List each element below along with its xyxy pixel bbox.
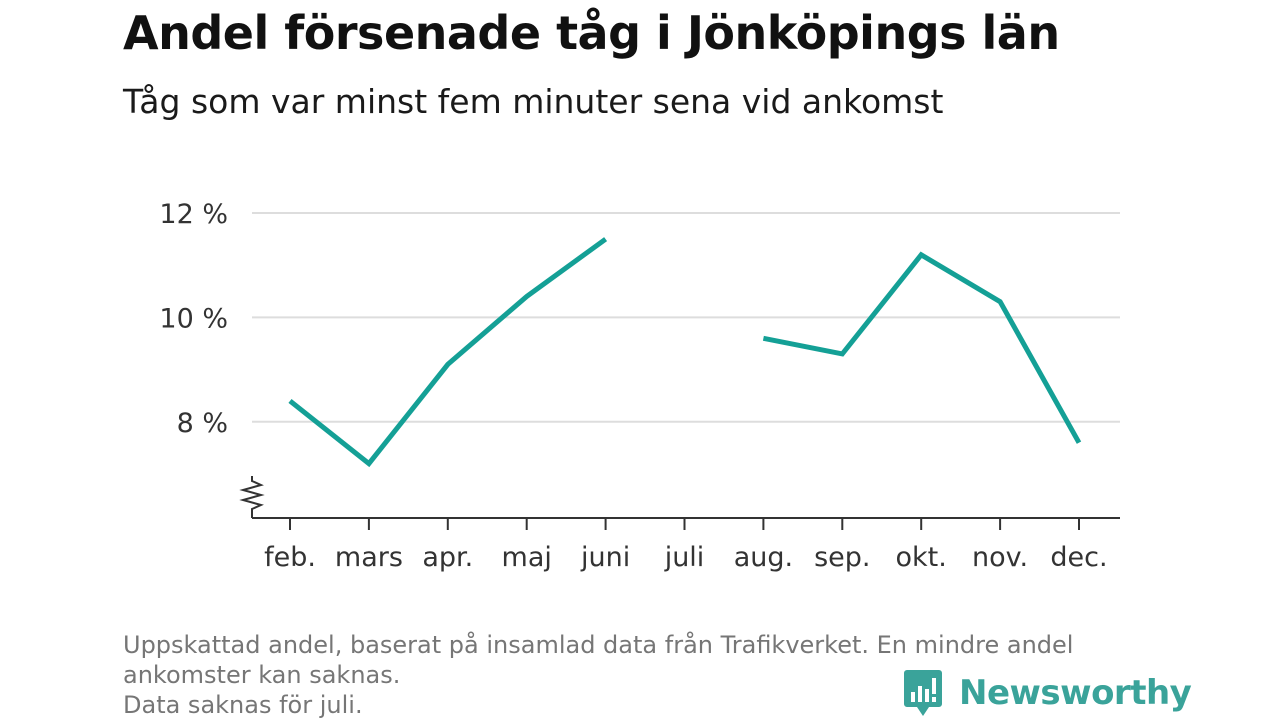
chart-title: Andel försenade tåg i Jönköpings län — [123, 6, 1060, 60]
x-axis-tick-labels: feb. mars apr. maj juni juli aug. sep. okt. nov. d… — [264, 542, 1108, 573]
y-axis-tick-labels: 8 % 10 % 12 % — [159, 199, 228, 439]
x-axis — [239, 476, 1120, 530]
series-lines — [288, 237, 1082, 468]
chart-subtitle: Tåg som var minst fem minuter sena vid a… — [123, 82, 944, 121]
footnote: Uppskattad andel, baserat på insamlad da… — [123, 630, 1163, 720]
x-tick-label: mars — [335, 542, 403, 573]
footnote-line: ankomster kan saknas. — [123, 661, 401, 689]
x-tick-label: aug. — [734, 542, 793, 573]
brand-name: Newsworthy — [959, 673, 1192, 713]
x-tick-label: okt. — [896, 542, 947, 573]
x-tick-label: juni — [580, 542, 630, 573]
brand-logo[interactable]: Newsworthy — [903, 668, 1192, 718]
line-chart: 8 % 10 % 12 % feb. mars apr. maj juni juli aug. s… — [159, 199, 1120, 573]
gridlines — [252, 212, 1120, 423]
x-tick-label: juli — [664, 542, 705, 573]
newsworthy-logo-icon — [904, 670, 942, 716]
y-tick-label: 12 % — [159, 199, 228, 230]
series-line — [288, 237, 608, 468]
x-tick-label: feb. — [264, 542, 316, 573]
footnote-line: Uppskattad andel, baserat på insamlad da… — [123, 631, 1074, 659]
x-tick-label: sep. — [814, 542, 870, 573]
x-tick-label: apr. — [422, 542, 473, 573]
x-tick-label: maj — [502, 542, 552, 573]
y-tick-label: 8 % — [177, 408, 228, 439]
x-tick-label: nov. — [972, 542, 1028, 573]
x-tick-label: dec. — [1050, 542, 1107, 573]
y-tick-label: 10 % — [159, 303, 228, 334]
footnote-line: Data saknas för juli. — [123, 691, 363, 719]
series-line — [762, 251, 1082, 444]
y-axis-break-icon — [239, 476, 265, 518]
